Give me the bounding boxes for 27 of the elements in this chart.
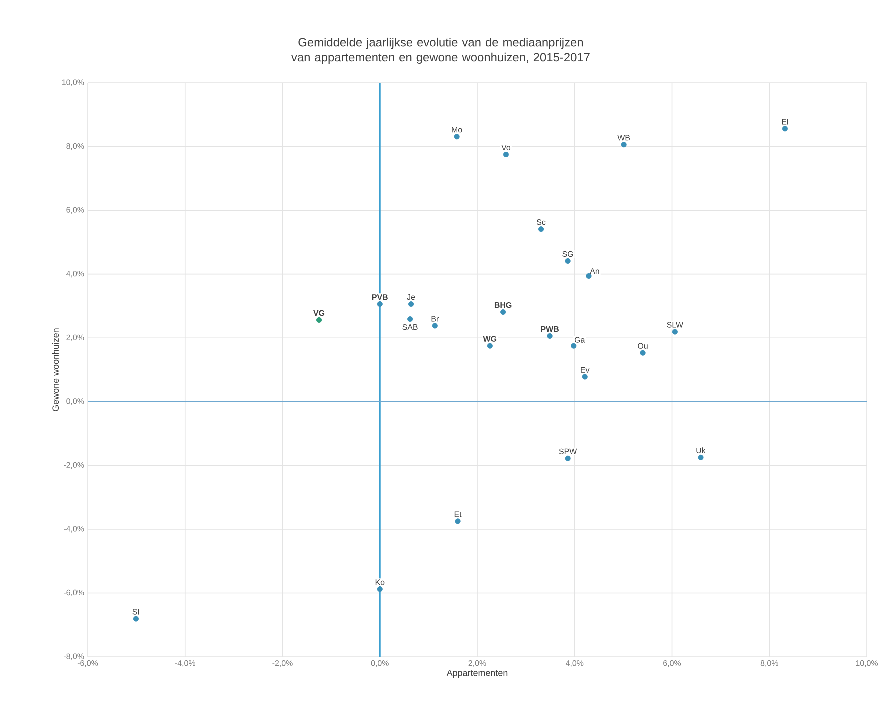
chart-title: Gemiddelde jaarlijkse evolutie van de mediaanprijzen van appartementen en gewone woonhuizen, 2015-2017: [292, 38, 590, 64]
point: [500, 309, 506, 316]
point: [782, 126, 788, 132]
point: [455, 518, 461, 524]
point: [487, 343, 493, 349]
point: [133, 616, 139, 622]
point: [672, 329, 678, 335]
point: [586, 273, 592, 280]
point: [621, 142, 627, 148]
point: [377, 302, 383, 308]
point: [432, 323, 438, 329]
point: [538, 226, 544, 232]
point: [454, 134, 460, 140]
point: [565, 456, 571, 462]
y-axis-title: Gewone woonhuizen: [52, 328, 60, 412]
point: [698, 454, 704, 460]
point: [408, 302, 414, 308]
point: [565, 258, 571, 264]
x-axis-title: Appartementen: [446, 670, 508, 678]
point: [571, 343, 577, 349]
point: [640, 350, 646, 356]
point: [408, 316, 414, 322]
point: [547, 333, 553, 339]
point: [582, 374, 588, 380]
point: [503, 152, 510, 158]
point: [377, 586, 383, 592]
point: [316, 317, 322, 324]
